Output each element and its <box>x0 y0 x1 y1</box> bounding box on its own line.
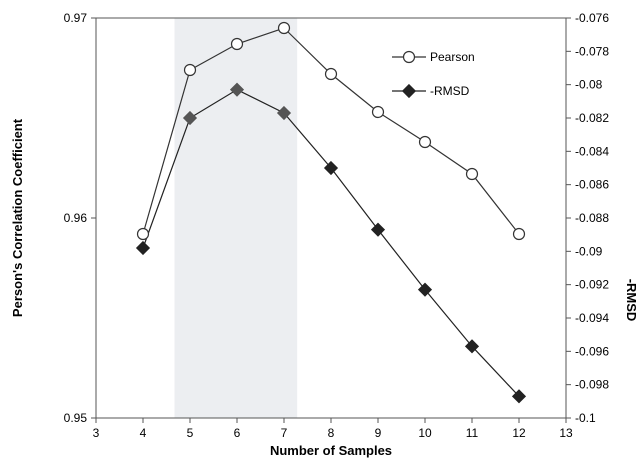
x-tick-label: 9 <box>375 426 382 440</box>
data-point-rmsd <box>417 282 433 297</box>
data-point-rmsd <box>135 240 151 256</box>
highlight-region <box>174 18 298 418</box>
data-point-pearson <box>183 63 197 77</box>
y2-tick-label: -0.092 <box>575 278 609 292</box>
x-tick-label: 11 <box>466 426 479 440</box>
x-axis-title: Number of Samples <box>270 443 392 458</box>
data-point-pearson <box>418 135 432 149</box>
x-tick-label: 5 <box>187 426 194 440</box>
legend-marker-rmsd <box>401 83 417 99</box>
x-tick-label: 7 <box>281 426 288 440</box>
data-point-rmsd <box>229 82 245 97</box>
y-axis-title: Person's Correlation Coefficient <box>10 118 25 317</box>
data-point-rmsd <box>182 110 198 126</box>
x-tick-label: 3 <box>93 426 100 440</box>
x-tick-label: 13 <box>559 426 573 440</box>
legend-marker-pearson <box>402 50 416 64</box>
y2-tick-label: -0.09 <box>575 244 603 258</box>
data-point-pearson <box>136 227 150 241</box>
data-point-pearson <box>324 67 338 81</box>
data-point-pearson <box>277 21 291 35</box>
y2-tick-label: -0.076 <box>575 11 609 25</box>
y2-tick-label: -0.088 <box>575 211 609 225</box>
y2-tick-label: -0.094 <box>575 311 609 325</box>
data-point-pearson <box>465 167 479 181</box>
x-tick-label: 6 <box>234 426 241 440</box>
y-tick-label: 0.96 <box>64 211 88 225</box>
data-point-pearson <box>230 37 244 51</box>
y2-tick-label: -0.098 <box>575 378 609 392</box>
data-point-rmsd <box>464 339 480 354</box>
x-tick-label: 10 <box>418 426 432 440</box>
x-tick-label: 4 <box>140 426 147 440</box>
x-tick-label: 8 <box>328 426 335 440</box>
y2-tick-label: -0.08 <box>575 78 603 92</box>
y2-tick-label: -0.086 <box>575 178 609 192</box>
legend-label-pearson: Pearson <box>430 50 475 64</box>
y2-tick-label: -0.1 <box>575 411 596 425</box>
legend-label-rmsd: -RMSD <box>430 84 470 98</box>
y-tick-label: 0.95 <box>64 411 88 425</box>
data-point-rmsd <box>323 160 339 176</box>
y2-tick-label: -0.082 <box>575 111 609 125</box>
data-point-pearson <box>371 105 385 119</box>
data-point-pearson <box>512 227 526 241</box>
y2-axis-title: -RMSD <box>624 279 639 322</box>
data-point-rmsd <box>511 389 527 404</box>
data-point-rmsd <box>276 105 292 121</box>
x-tick-label: 12 <box>512 426 526 440</box>
y-tick-label: 0.97 <box>64 11 88 25</box>
y2-tick-label: -0.084 <box>575 144 609 158</box>
y2-tick-label: -0.078 <box>575 44 609 58</box>
y2-tick-label: -0.096 <box>575 344 609 358</box>
data-point-rmsd <box>370 222 386 237</box>
